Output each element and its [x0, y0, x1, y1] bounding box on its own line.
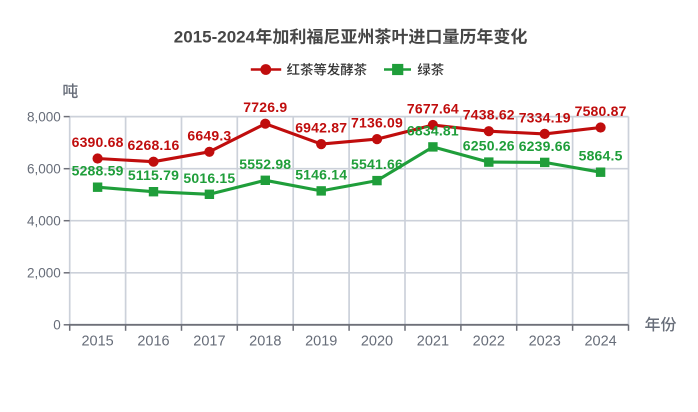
- svg-text:2016: 2016: [137, 334, 169, 350]
- svg-text:7677.64: 7677.64: [407, 101, 459, 117]
- svg-text:7136.09: 7136.09: [351, 115, 403, 131]
- svg-text:2023: 2023: [529, 334, 561, 350]
- svg-text:2017: 2017: [193, 334, 225, 350]
- svg-text:6834.81: 6834.81: [407, 122, 459, 138]
- svg-text:5288.59: 5288.59: [72, 163, 124, 179]
- svg-text:5016.15: 5016.15: [183, 170, 235, 186]
- svg-text:2015-2024: 2015-2024: [174, 28, 256, 47]
- svg-text:7726.9: 7726.9: [243, 99, 287, 115]
- svg-text:2,000: 2,000: [27, 265, 61, 280]
- svg-text:6649.3: 6649.3: [187, 127, 231, 143]
- svg-text:2024: 2024: [584, 334, 616, 350]
- svg-text:2020: 2020: [361, 334, 393, 350]
- svg-text:6268.16: 6268.16: [127, 137, 179, 153]
- svg-text:4,000: 4,000: [27, 213, 61, 228]
- svg-text:6,000: 6,000: [27, 161, 61, 176]
- svg-text:5115.79: 5115.79: [128, 167, 179, 183]
- svg-text:7580.87: 7580.87: [575, 103, 627, 119]
- svg-text:7438.62: 7438.62: [463, 107, 515, 123]
- svg-text:7334.19: 7334.19: [519, 109, 571, 125]
- svg-text:0: 0: [53, 318, 61, 333]
- svg-text:5146.14: 5146.14: [295, 166, 347, 182]
- svg-text:8,000: 8,000: [27, 109, 61, 124]
- svg-text:6239.66: 6239.66: [519, 138, 571, 154]
- svg-text:2021: 2021: [417, 334, 449, 350]
- svg-text:2015: 2015: [81, 334, 113, 350]
- svg-text:5552.98: 5552.98: [239, 156, 291, 172]
- svg-text:5864.5: 5864.5: [579, 148, 623, 164]
- svg-text:6390.68: 6390.68: [72, 134, 124, 150]
- svg-text:2018: 2018: [249, 334, 281, 350]
- svg-text:2022: 2022: [473, 334, 505, 350]
- svg-text:5541.66: 5541.66: [351, 156, 403, 172]
- svg-text:2019: 2019: [305, 334, 337, 350]
- svg-text:6250.26: 6250.26: [463, 138, 515, 154]
- svg-text:6942.87: 6942.87: [295, 120, 347, 136]
